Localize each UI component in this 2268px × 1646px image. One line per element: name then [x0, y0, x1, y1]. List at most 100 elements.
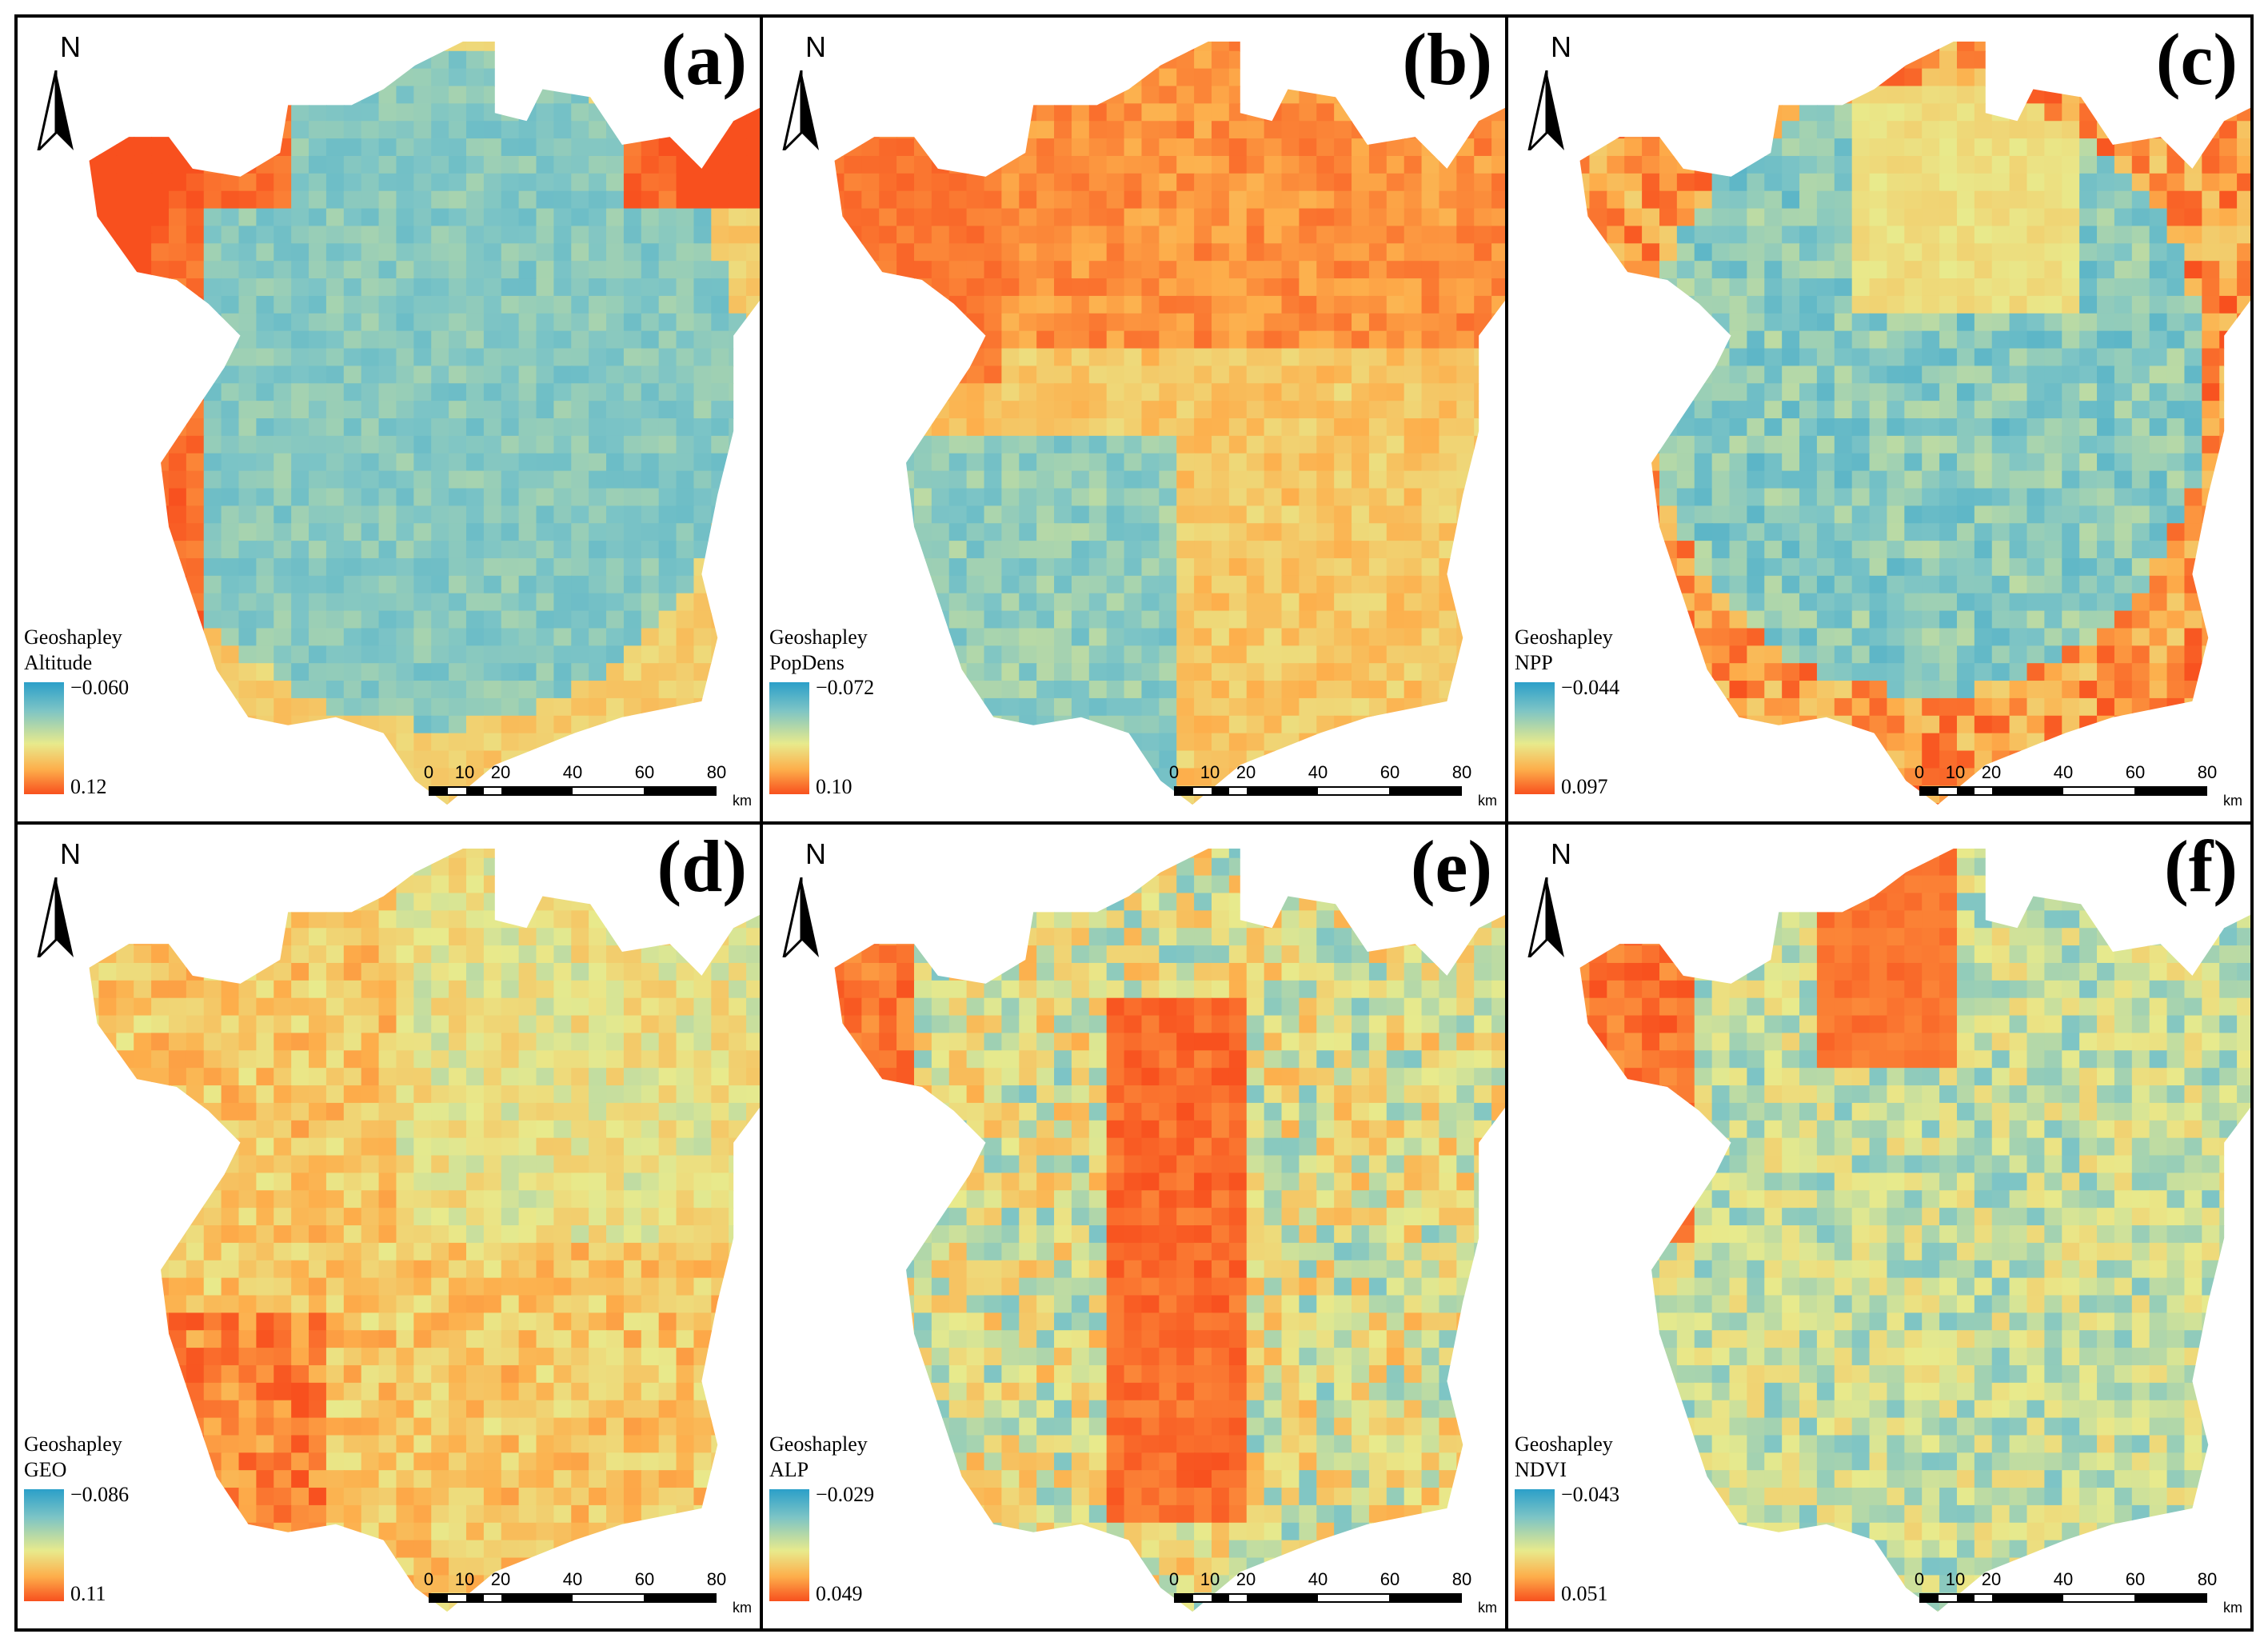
north-label: N	[1551, 837, 1571, 870]
figure-grid: (a) N Geoshapley Altitude −0.060 0.12 0 10 2…	[14, 14, 2254, 1632]
legend-min-value: 0.10	[816, 775, 852, 798]
scale-tick: 20	[490, 1569, 511, 1589]
scale-tick: 20	[1236, 762, 1256, 782]
scale-tick: 60	[1380, 762, 1400, 782]
legend-max-value: −0.060	[70, 676, 130, 699]
choropleth-map	[1579, 848, 2250, 1612]
legend-color-ramp	[769, 682, 809, 794]
legend-title: Geoshapley	[1515, 1432, 1613, 1456]
scale-tick: 10	[1200, 762, 1220, 782]
panel-letter: (d)	[657, 825, 747, 907]
scale-tick: 0	[423, 1569, 434, 1589]
legend-max-value: −0.044	[1561, 676, 1620, 699]
choropleth-map	[89, 848, 760, 1612]
legend-variable: GEO	[24, 1458, 67, 1481]
scale-tick: 0	[1914, 1569, 1925, 1589]
legend-min-value: 0.12	[70, 775, 107, 798]
north-arrow-icon: N	[1523, 30, 1571, 150]
color-legend: Geoshapley GEO −0.086 0.11	[24, 1432, 216, 1616]
north-label: N	[805, 30, 826, 63]
color-legend: Geoshapley ALP −0.029 0.049	[769, 1432, 961, 1616]
scale-tick: 40	[1308, 1569, 1328, 1589]
scale-tick: 40	[1308, 762, 1328, 782]
scale-tick: 60	[1380, 1569, 1400, 1589]
map-panel: (d) N Geoshapley GEO −0.086 0.11 0 10 20 40 60…	[16, 823, 761, 1630]
scale-unit: km	[1478, 1600, 1497, 1616]
scale-bar-segments	[429, 786, 717, 796]
scale-bar: 0 10 20 40 60 80 km	[1169, 762, 1497, 810]
scale-unit: km	[2223, 793, 2242, 809]
legend-variable: NPP	[1515, 651, 1553, 674]
legend-title: Geoshapley	[769, 625, 868, 649]
map-panel: (c) N Geoshapley NPP −0.044 0.097 0 10 20 40 6…	[1507, 16, 2252, 823]
scale-tick: 20	[1981, 1569, 2002, 1589]
legend-variable: NDVI	[1515, 1458, 1567, 1481]
scale-tick: 60	[2125, 762, 2146, 782]
legend-title: Geoshapley	[769, 1432, 868, 1456]
legend-variable: PopDens	[769, 651, 845, 674]
north-label: N	[60, 837, 81, 870]
choropleth-map	[834, 848, 1505, 1612]
legend-max-value: −0.029	[816, 1483, 875, 1506]
legend-color-ramp	[24, 682, 64, 794]
scale-tick: 20	[1236, 1569, 1256, 1589]
scale-tick: 10	[1945, 1569, 1966, 1589]
north-arrow-icon: N	[32, 30, 81, 150]
scale-bar: 0 10 20 40 60 80 km	[1915, 762, 2242, 810]
scale-tick: 60	[2125, 1569, 2146, 1589]
legend-color-ramp	[1515, 1489, 1555, 1601]
north-arrow-icon: N	[777, 30, 826, 150]
north-label: N	[1551, 30, 1571, 63]
choropleth-map	[834, 41, 1505, 805]
scale-unit: km	[733, 1600, 752, 1616]
scale-tick: 80	[1451, 1569, 1472, 1589]
legend-title: Geoshapley	[24, 625, 122, 649]
scale-tick: 0	[1914, 762, 1925, 782]
legend-color-ramp	[1515, 682, 1555, 794]
choropleth-map	[89, 41, 760, 805]
north-arrow-icon: N	[1523, 837, 1571, 957]
map-panel: (a) N Geoshapley Altitude −0.060 0.12 0 10 2…	[16, 16, 761, 823]
legend-variable: Altitude	[24, 651, 93, 674]
legend-min-value: 0.049	[816, 1582, 863, 1605]
legend-title: Geoshapley	[24, 1432, 122, 1456]
scale-unit: km	[2223, 1600, 2242, 1616]
scale-tick: 10	[454, 1569, 475, 1589]
scale-bar-segments	[1919, 1593, 2207, 1603]
scale-tick: 0	[1168, 1569, 1180, 1589]
map-panel: (e) N Geoshapley ALP −0.029 0.049 0 10 20 40 6…	[761, 823, 1507, 1630]
color-legend: Geoshapley NPP −0.044 0.097	[1515, 625, 1707, 809]
north-label: N	[805, 837, 826, 870]
legend-color-ramp	[769, 1489, 809, 1601]
scale-tick: 80	[706, 762, 727, 782]
color-legend: Geoshapley Altitude −0.060 0.12	[24, 625, 216, 809]
scale-unit: km	[733, 793, 752, 809]
north-label: N	[60, 30, 81, 63]
scale-tick: 40	[2053, 762, 2074, 782]
legend-title: Geoshapley	[1515, 625, 1613, 649]
scale-unit: km	[1478, 793, 1497, 809]
scale-tick: 10	[454, 762, 475, 782]
color-legend: Geoshapley NDVI −0.043 0.051	[1515, 1432, 1707, 1616]
scale-tick: 40	[562, 1569, 583, 1589]
legend-variable: ALP	[769, 1458, 809, 1481]
scale-bar-segments	[1174, 1593, 1462, 1603]
scale-bar-segments	[1919, 786, 2207, 796]
panel-letter: (f)	[2164, 825, 2238, 907]
scale-tick: 40	[562, 762, 583, 782]
scale-bar: 0 10 20 40 60 80 km	[424, 1569, 752, 1617]
scale-tick: 80	[706, 1569, 727, 1589]
north-arrow-icon: N	[32, 837, 81, 957]
color-legend: Geoshapley PopDens −0.072 0.10	[769, 625, 961, 809]
scale-bar: 0 10 20 40 60 80 km	[424, 762, 752, 810]
legend-min-value: 0.097	[1561, 775, 1608, 798]
legend-min-value: 0.11	[70, 1582, 106, 1605]
legend-color-ramp	[24, 1489, 64, 1601]
scale-bar-segments	[429, 1593, 717, 1603]
scale-tick: 80	[2197, 762, 2218, 782]
map-panel: (b) N Geoshapley PopDens −0.072 0.10 0 10 20…	[761, 16, 1507, 823]
scale-tick: 60	[634, 1569, 655, 1589]
north-arrow-icon: N	[777, 837, 826, 957]
panel-letter: (c)	[2155, 18, 2238, 100]
panel-letter: (b)	[1402, 18, 1492, 100]
